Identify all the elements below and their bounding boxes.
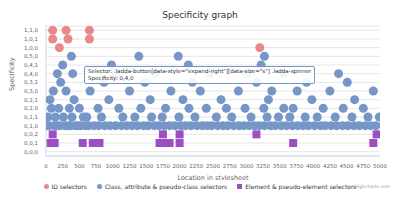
svg-text:5000: 5000 (373, 163, 387, 169)
svg-text:1,0,0: 1,0,0 (24, 45, 38, 51)
svg-text:0,0,0: 0,0,0 (24, 149, 38, 155)
svg-text:0,3,1: 0,3,1 (24, 79, 38, 85)
svg-text:0,3,0: 0,3,0 (24, 88, 38, 94)
svg-text:1500: 1500 (139, 163, 153, 169)
svg-text:0,0,1: 0,0,1 (24, 140, 38, 146)
svg-text:2000: 2000 (173, 163, 187, 169)
svg-text:4250: 4250 (323, 163, 337, 169)
svg-text:0,2,0: 0,2,0 (24, 105, 38, 111)
svg-text:0,4,0: 0,4,0 (24, 71, 38, 77)
svg-text:Location in stylesheet: Location in stylesheet (177, 174, 249, 180)
html-text:Class, attribute & pseudo-clas: Class, attribute & pseudo-class selector… (104, 182, 228, 190)
svg-text:0,1,0: 0,1,0 (24, 123, 38, 129)
html-text:ID selectors: ID selectors (51, 182, 87, 190)
svg-text:1000: 1000 (106, 163, 120, 169)
svg-text:250: 250 (57, 163, 68, 169)
svg-text:Specificity: Specificity (8, 57, 16, 91)
svg-text:1,1,0: 1,1,0 (24, 27, 38, 33)
svg-text:0: 0 (44, 163, 48, 169)
svg-text:1250: 1250 (123, 163, 137, 169)
svg-text:2250: 2250 (189, 163, 203, 169)
svg-text:750: 750 (91, 163, 102, 169)
html-text:Selector: .ladda-button[data-s: Selector: .ladda-button[data-style="expa… (88, 68, 312, 74)
svg-text:0,4,1: 0,4,1 (24, 62, 38, 68)
svg-text:3000: 3000 (239, 163, 253, 169)
svg-text:0,2,1: 0,2,1 (24, 97, 38, 103)
html-text:Highcharts.com: Highcharts.com (354, 184, 390, 189)
svg-text:3750: 3750 (290, 163, 304, 169)
html-text:Specificity graph: Specificity graph (162, 10, 238, 20)
svg-text:0,5,0: 0,5,0 (24, 53, 38, 59)
svg-text:1750: 1750 (156, 163, 170, 169)
svg-text:3500: 3500 (273, 163, 287, 169)
svg-text:4500: 4500 (340, 163, 354, 169)
svg-text:0,0,2: 0,0,2 (24, 131, 38, 137)
svg-text:500: 500 (74, 163, 85, 169)
svg-text:4000: 4000 (306, 163, 320, 169)
html-text:Specificity: 0,4,0: Specificity: 0,4,0 (88, 75, 134, 81)
svg-text:0,1,1: 0,1,1 (24, 114, 38, 120)
svg-text:4750: 4750 (356, 163, 370, 169)
svg-text:2500: 2500 (206, 163, 220, 169)
svg-text:1,0,1: 1,0,1 (24, 36, 38, 42)
html-text:Element & pseudo-element selec: Element & pseudo-element selectors (245, 182, 357, 190)
svg-text:3250: 3250 (256, 163, 270, 169)
svg-text:2750: 2750 (223, 163, 237, 169)
